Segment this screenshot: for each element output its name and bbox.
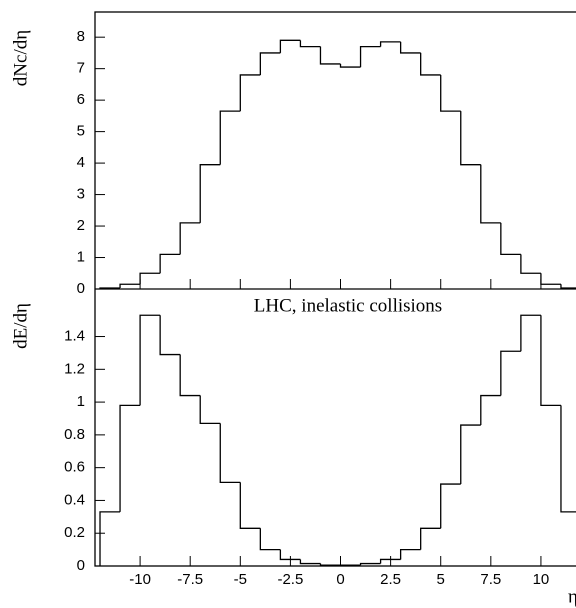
histogram-step — [540, 273, 561, 285]
histogram-step — [319, 563, 341, 566]
histogram-step — [199, 164, 221, 223]
histogram-step — [99, 287, 121, 289]
histogram-step — [359, 45, 381, 68]
histogram-step — [520, 314, 541, 352]
y-tick-label: 2 — [77, 217, 85, 234]
y-tick-label: 6 — [77, 91, 85, 108]
annotation: LHC, inelastic collisions — [254, 295, 442, 316]
histogram-step — [399, 41, 421, 54]
y-tick-label: 1 — [77, 248, 85, 265]
histogram-step — [179, 354, 201, 397]
histogram-step — [379, 41, 401, 47]
y-tick-label: 0 — [77, 280, 85, 297]
histogram-step — [239, 74, 261, 112]
histogram-step — [219, 110, 241, 165]
x-tick-label: -2.5 — [277, 571, 303, 588]
histogram-step — [339, 63, 361, 68]
histogram-step — [359, 562, 381, 566]
y-tick-label: 5 — [77, 123, 85, 140]
y-tick-label: 4 — [77, 154, 85, 171]
histogram-step — [440, 483, 461, 529]
histogram-step — [219, 423, 241, 484]
histogram-step — [420, 52, 441, 76]
y-tick-label: 1 — [77, 393, 85, 410]
histogram-step — [480, 394, 501, 426]
y-tick-label: 8 — [77, 28, 85, 45]
histogram-step — [99, 511, 121, 566]
y-tick-label: 0.6 — [64, 459, 85, 476]
x-tick-label: 0 — [336, 571, 344, 588]
x-tick-label: -5 — [234, 571, 247, 588]
histogram-step — [540, 315, 561, 407]
histogram-step — [119, 283, 141, 289]
x-tick-label: 2.5 — [380, 571, 401, 588]
x-tick-label: -7.5 — [177, 571, 203, 588]
y-tick-label: 0.8 — [64, 426, 85, 443]
histogram-step — [159, 253, 181, 274]
x-tick-label: -10 — [129, 571, 151, 588]
histogram-step — [279, 39, 301, 53]
histogram-step — [440, 74, 461, 112]
histogram-step — [500, 350, 521, 396]
histogram-step — [139, 272, 161, 285]
histogram-step — [560, 284, 576, 289]
histogram-step — [460, 111, 481, 166]
y-tick-label: 0 — [77, 557, 85, 574]
y-tick-label: 0.4 — [64, 491, 85, 508]
histogram-step — [259, 52, 281, 75]
histogram-step — [259, 528, 281, 551]
histogram-step — [379, 558, 401, 564]
x-tick-label: 5 — [437, 571, 445, 588]
histogram-step — [179, 222, 201, 255]
histogram-step — [279, 549, 301, 561]
histogram-step — [500, 222, 521, 256]
x-tick-label: 7.5 — [480, 571, 501, 588]
histogram-step — [319, 46, 341, 65]
histogram-step — [199, 395, 221, 425]
histogram-step — [460, 424, 481, 485]
histogram-step — [420, 527, 441, 550]
histogram-step — [299, 559, 321, 565]
y-tick-label: 3 — [77, 186, 85, 203]
y-tick-label: 1.2 — [64, 360, 85, 377]
histogram-step — [299, 40, 321, 48]
x-axis-label: η — [568, 586, 576, 607]
histogram-step — [480, 164, 501, 224]
histogram-step — [399, 548, 421, 560]
histogram-step — [520, 254, 541, 274]
y-tick-label: 0.2 — [64, 524, 85, 541]
y-tick-label: 7 — [77, 60, 85, 77]
y-axis-label: dE/dη — [10, 303, 31, 349]
histogram-step — [560, 405, 576, 513]
histogram-step — [139, 314, 161, 406]
y-tick-label: 1.4 — [64, 328, 85, 345]
histogram-step — [159, 315, 181, 356]
x-tick-label: 10 — [533, 571, 550, 588]
histogram-step — [239, 482, 261, 529]
histogram-step — [119, 404, 141, 512]
y-axis-label: dNc/dη — [10, 30, 31, 86]
